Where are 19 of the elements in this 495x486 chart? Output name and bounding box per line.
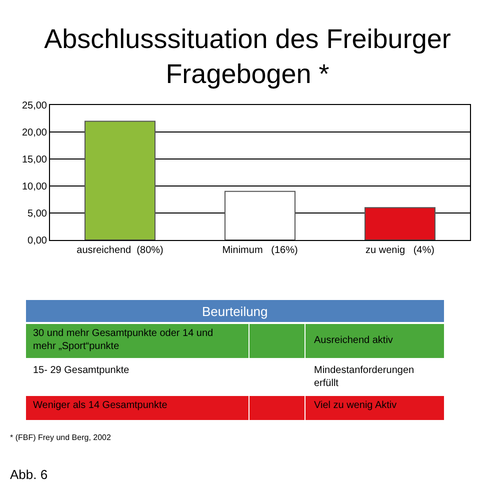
x-tick-label: ausreichend (80%) <box>76 245 164 256</box>
y-tick-label: 5,00 <box>28 208 48 220</box>
caption: Abb. 6 <box>10 467 48 482</box>
y-tick-label: 15,00 <box>22 154 48 166</box>
text: Weniger als 14 Gesamtpunkte <box>33 400 168 411</box>
text: Beurteilung <box>202 304 268 319</box>
x-tick-label: Minimum (16%) <box>222 245 298 256</box>
y-tick-label: 25,00 <box>22 100 48 112</box>
chart-title: Abschlusssituation des Freiburger Fragebogen * <box>44 24 451 90</box>
y-tick-label: 20,00 <box>22 128 48 138</box>
text: 30 und mehr Gesamtpunkte oder 14 und mehr „Sport“punkte <box>33 328 214 352</box>
text: Mindestanforderungen erfüllt <box>314 365 414 389</box>
text: Viel zu wenig Aktiv <box>314 400 397 411</box>
x-tick-label: zu wenig (4%) <box>366 245 434 256</box>
y-tick-label: 10,00 <box>22 182 48 192</box>
text: Ausreichend aktiv <box>314 335 393 346</box>
text: * (FBF) Frey und Berg, 2002 <box>10 433 112 442</box>
text: 15- 29 Gesamtpunkte <box>33 365 130 376</box>
y-tick-label: 0,00 <box>28 236 48 246</box>
